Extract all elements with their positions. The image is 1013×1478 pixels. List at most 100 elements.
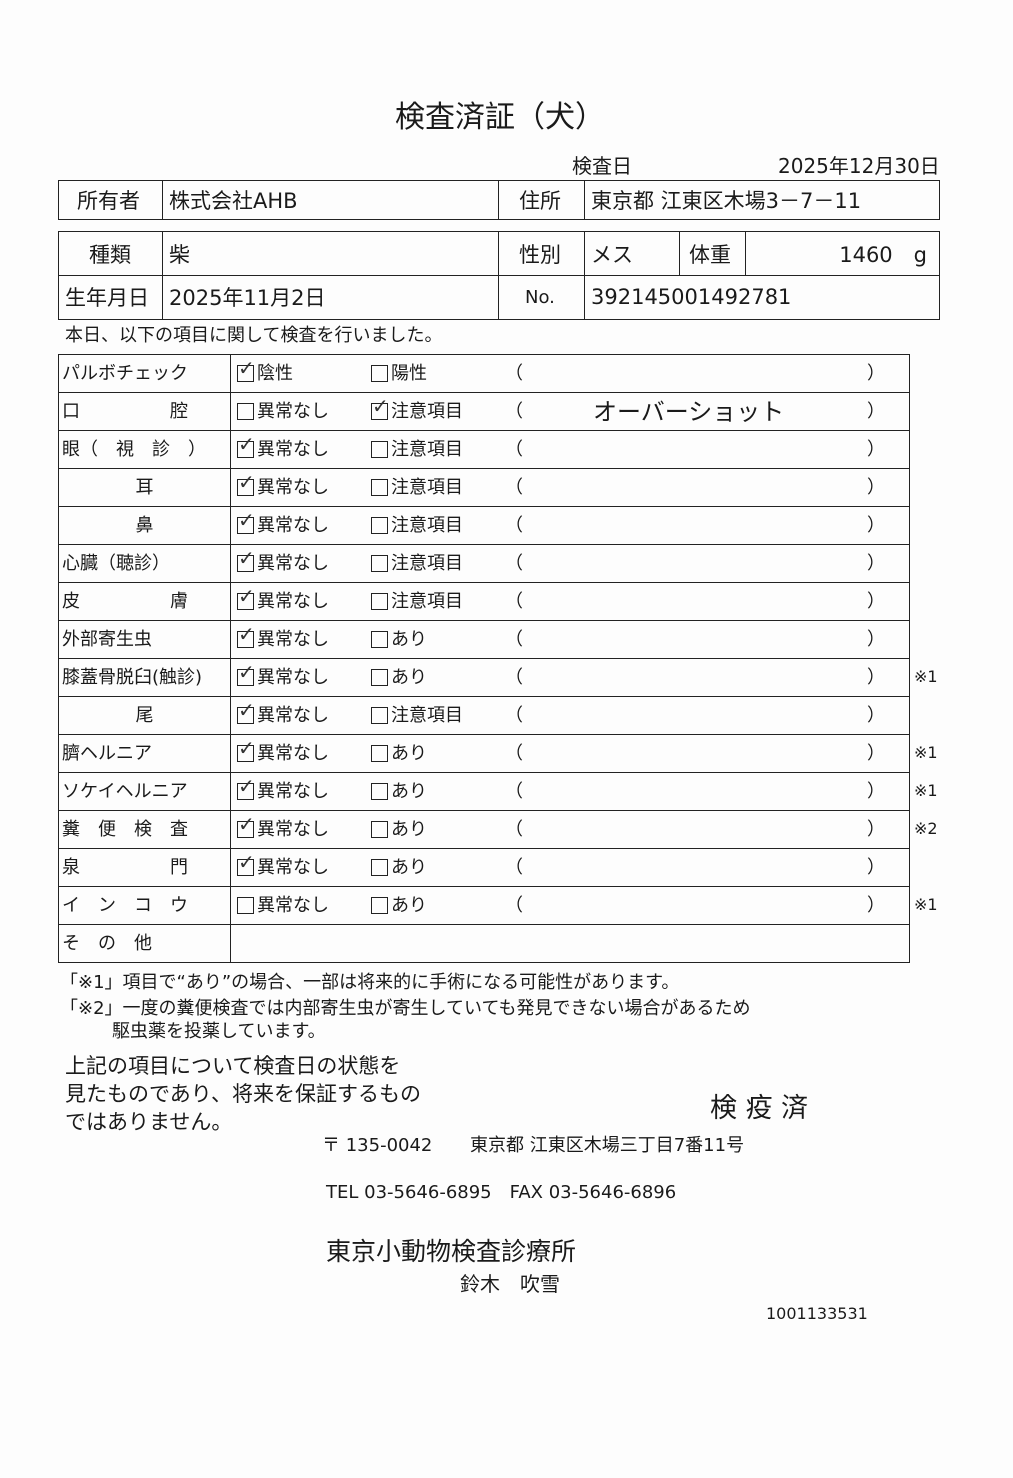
- checkbox-opt2[interactable]: [371, 517, 388, 534]
- checkbox-opt1[interactable]: [237, 737, 255, 762]
- checkbox-opt1[interactable]: [237, 775, 255, 800]
- opt1-label: 異常なし: [257, 590, 329, 612]
- checkbox-opt1[interactable]: [237, 585, 255, 610]
- table-row: 膝蓋骨脱臼(触診) 異常なし あり （）: [58, 658, 910, 697]
- owner-value: 株式会社AHB: [169, 189, 298, 213]
- other-label: そ の 他: [58, 924, 231, 963]
- checkbox-opt2[interactable]: [371, 395, 389, 420]
- sex-label: 性別: [519, 242, 561, 267]
- checkbox-opt2[interactable]: [371, 441, 388, 458]
- opt1-label: 異常なし: [257, 400, 329, 422]
- checkbox-opt1[interactable]: [237, 357, 255, 382]
- remarks-field: （）: [505, 698, 885, 734]
- other-value: [230, 924, 910, 963]
- checkbox-opt2[interactable]: [371, 897, 388, 914]
- checkbox-opt2[interactable]: [371, 821, 388, 838]
- table-row: 尾 異常なし 注意項目 （）: [58, 696, 910, 735]
- footnote-mark: ※1: [914, 743, 938, 762]
- paren-close: ）: [867, 552, 885, 574]
- checkbox-opt1[interactable]: [237, 851, 255, 876]
- checkbox-opt2[interactable]: [371, 365, 388, 382]
- table-row: ソケイヘルニア 異常なし あり （）: [58, 772, 910, 811]
- checkbox-opt2[interactable]: [371, 555, 388, 572]
- checkbox-opt1[interactable]: [237, 897, 254, 914]
- checkbox-opt2[interactable]: [371, 669, 388, 686]
- checkbox-opt1[interactable]: [237, 471, 255, 496]
- pet-box: 種類 柴 性別 メス 体重 1460 g 生年月日 2025年11月2日 No.…: [58, 231, 940, 320]
- table-row: イ ン コ ウ 異常なし あり （）: [58, 886, 910, 925]
- opt2-label: 注意項目: [391, 704, 463, 726]
- paren-open: （: [505, 818, 523, 840]
- table-row: 眼（ 視 診 ） 異常なし 注意項目 （）: [58, 430, 910, 469]
- inspection-date: 2025年12月30日: [778, 154, 940, 178]
- paren-close: ）: [867, 590, 885, 612]
- checkbox-opt2[interactable]: [371, 745, 388, 762]
- remarks-field: （）: [505, 888, 885, 924]
- opt1-label: 異常なし: [257, 514, 329, 536]
- remarks-field: （）: [505, 546, 885, 582]
- owner-box: 所有者 株式会社AHB 住所 東京都 江東区木場3－7－11: [58, 180, 940, 220]
- item-label: 糞 便 検 査: [58, 810, 231, 849]
- checkbox-opt1[interactable]: [237, 433, 255, 458]
- serial-number: 1001133531: [766, 1304, 868, 1323]
- table-row: 糞 便 検 査 異常なし あり （）: [58, 810, 910, 849]
- item-label: イ ン コ ウ: [58, 886, 231, 925]
- remarks-field: （）: [505, 812, 885, 848]
- opt1-label: 異常なし: [257, 438, 329, 460]
- item-result: 異常なし 注意項目 （）: [230, 468, 910, 507]
- checkbox-opt2[interactable]: [371, 783, 388, 800]
- item-label: 泉 門: [58, 848, 231, 887]
- paren-close: ）: [867, 780, 885, 802]
- checkbox-opt1[interactable]: [237, 547, 255, 572]
- remarks-field: （）: [505, 736, 885, 772]
- paren-open: （: [505, 400, 523, 422]
- item-label: パルボチェック: [58, 354, 231, 393]
- item-result: 異常なし あり （）: [230, 734, 910, 773]
- remarks-field: （）: [505, 622, 885, 658]
- table-row: 臍ヘルニア 異常なし あり （）: [58, 734, 910, 773]
- checkbox-opt2[interactable]: [371, 593, 388, 610]
- paren-close: ）: [867, 666, 885, 688]
- table-row: 口 腔 異常なし 注意項目 （ オーバーショット ）: [58, 392, 910, 431]
- item-result: 異常なし 注意項目 （ オーバーショット ）: [230, 392, 910, 431]
- checkbox-opt2[interactable]: [371, 707, 388, 724]
- paren-close: ）: [867, 438, 885, 460]
- opt1-label: 異常なし: [257, 476, 329, 498]
- paren-open: （: [505, 780, 523, 802]
- checkbox-opt1[interactable]: [237, 699, 255, 724]
- opt2-label: 注意項目: [391, 552, 463, 574]
- footnote-1: 「※1」項目で“あり”の場合、一部は将来的に手術になる可能性があります。: [60, 972, 680, 993]
- checkbox-opt1[interactable]: [237, 509, 255, 534]
- table-row: パルボチェック 陰性 陽性 （）: [58, 354, 910, 393]
- item-result: 異常なし あり （）: [230, 772, 910, 811]
- inspection-date-label: 検査日: [572, 154, 632, 178]
- checkbox-opt1[interactable]: [237, 661, 255, 686]
- no-value: 392145001492781: [591, 285, 792, 309]
- checkbox-opt1[interactable]: [237, 403, 254, 420]
- paren-close: ）: [867, 362, 885, 384]
- checkbox-opt1[interactable]: [237, 623, 255, 648]
- disclaimer-line: 見たものであり、将来を保証するもの: [65, 1082, 421, 1106]
- opt1-label: 異常なし: [257, 628, 329, 650]
- checkbox-opt2[interactable]: [371, 859, 388, 876]
- disclaimer-line: 上記の項目について検査日の状態を: [65, 1054, 401, 1078]
- paren-open: （: [505, 514, 523, 536]
- paren-close: ）: [867, 628, 885, 650]
- opt2-label: あり: [391, 628, 427, 650]
- inspection-table: パルボチェック 陰性 陽性 （）口 腔 異常なし 注意項目 （オーバーショット）…: [58, 354, 910, 963]
- weight-label: 体重: [689, 242, 731, 267]
- remarks-field: （）: [505, 774, 885, 810]
- item-label: 膝蓋骨脱臼(触診): [58, 658, 231, 697]
- checkbox-opt2[interactable]: [371, 479, 388, 496]
- item-result: 陰性 陽性 （）: [230, 354, 910, 393]
- paren-open: （: [505, 666, 523, 688]
- paren-close: ）: [867, 704, 885, 726]
- opt2-label: 注意項目: [391, 590, 463, 612]
- checkbox-opt2[interactable]: [371, 631, 388, 648]
- checkbox-opt1[interactable]: [237, 813, 255, 838]
- birth-label: 生年月日: [65, 286, 149, 310]
- paren-close: ）: [867, 742, 885, 764]
- remarks-field: （ オーバーショット ）: [505, 394, 885, 430]
- opt2-label: 注意項目: [391, 438, 463, 460]
